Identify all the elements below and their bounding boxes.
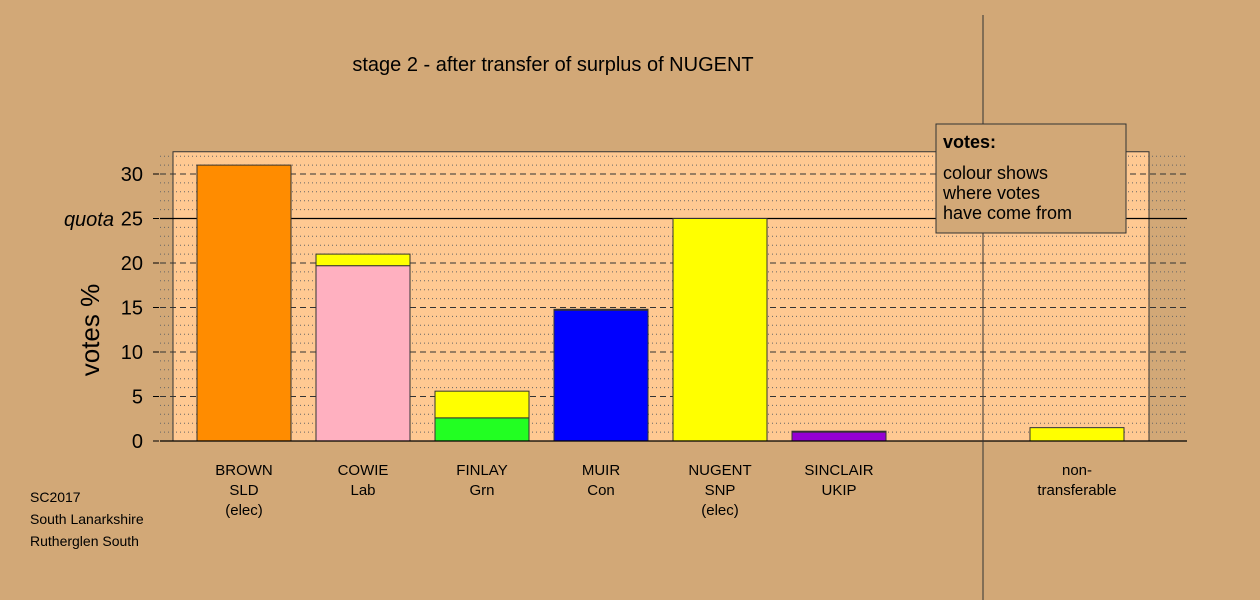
bar-segment xyxy=(196,164,292,442)
legend-title: votes: xyxy=(943,132,996,152)
caption-line: South Lanarkshire xyxy=(30,511,144,527)
x-tick-label: transferable xyxy=(1037,482,1116,499)
x-tick-label: SLD xyxy=(229,482,258,499)
bar-segment xyxy=(672,218,768,442)
y-axis-label: votes % xyxy=(75,284,105,377)
x-tick-label: COWIE xyxy=(338,462,389,479)
x-tick-label: NUGENT xyxy=(688,462,751,479)
x-tick-label: BROWN xyxy=(215,462,273,479)
caption-line: Rutherglen South xyxy=(30,533,139,549)
bar-segment xyxy=(315,265,411,442)
x-tick-label: UKIP xyxy=(821,482,856,499)
legend: votes: colour shows where votes have com… xyxy=(935,123,1127,234)
bar-segment xyxy=(553,309,649,442)
quota-label: quota xyxy=(64,209,114,231)
x-tick-label: Lab xyxy=(350,482,375,499)
x-tick-label: non- xyxy=(1062,462,1092,479)
y-tick-label: 30 xyxy=(121,164,143,186)
caption-line: SC2017 xyxy=(30,489,81,505)
y-tick-label: 0 xyxy=(132,431,143,453)
legend-line: where votes xyxy=(942,183,1040,203)
legend-box xyxy=(935,123,1127,234)
x-tick-label: Grn xyxy=(469,482,494,499)
bar-segment xyxy=(434,417,530,442)
y-tick-label: 25 xyxy=(121,209,143,231)
y-tick-label: 15 xyxy=(121,298,143,320)
bar-segment xyxy=(1029,427,1125,442)
x-tick-label: Con xyxy=(587,482,615,499)
chart-title: stage 2 - after transfer of surplus of N… xyxy=(352,54,753,76)
x-tick-label: (elec) xyxy=(225,502,263,519)
x-tick-label: FINLAY xyxy=(456,462,507,479)
y-tick-label: 10 xyxy=(121,342,143,364)
bar-segment xyxy=(791,431,887,442)
legend-line: have come from xyxy=(943,203,1072,223)
bar-segment xyxy=(791,430,887,433)
x-tick-label: SNP xyxy=(705,482,736,499)
bar-segment xyxy=(553,308,649,311)
legend-line: colour shows xyxy=(943,163,1048,183)
bar-segment xyxy=(315,253,411,267)
x-tick-label: SINCLAIR xyxy=(804,462,873,479)
x-tick-label: MUIR xyxy=(582,462,620,479)
y-tick-label: 20 xyxy=(121,253,143,275)
x-tick-label: (elec) xyxy=(701,502,739,519)
y-tick-label: 5 xyxy=(132,387,143,409)
bar-segment xyxy=(434,390,530,419)
